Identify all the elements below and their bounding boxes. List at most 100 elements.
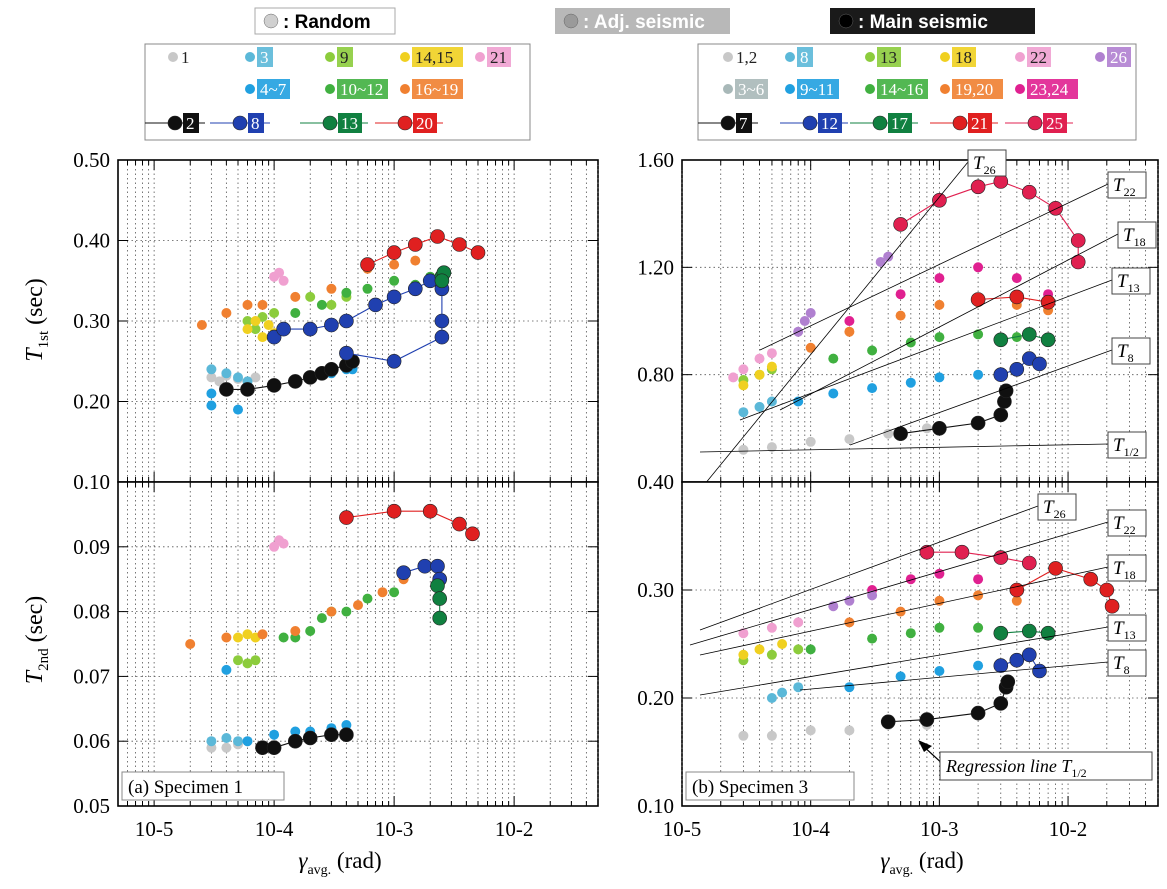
legend-label: 9~11 (800, 80, 834, 99)
legend-marker (245, 84, 255, 94)
y-tick-label: 0.20 (637, 686, 674, 710)
plot-a-top: 0.10 0.20 0.30 0.40 0.50 (73, 148, 599, 494)
y-tick-label: 0.06 (73, 729, 110, 753)
data-point (219, 382, 234, 397)
data-point (242, 324, 253, 335)
data-point (973, 329, 984, 340)
legend-key-swatch (563, 13, 579, 29)
legend-label: 14,15 (415, 48, 453, 67)
data-point (233, 404, 243, 415)
legend-label-bg (1043, 113, 1067, 133)
data-point (242, 299, 253, 310)
series-13 (434, 265, 452, 289)
data-point (973, 369, 984, 380)
data-point (417, 558, 433, 574)
data-point (973, 660, 984, 671)
series-17 (993, 623, 1056, 641)
data-point (242, 316, 253, 326)
regression-line (699, 566, 1109, 656)
data-point (934, 332, 945, 343)
regression-label-sub: 13 (1128, 281, 1140, 295)
data-point (993, 550, 1009, 565)
x-axis-title-main: γ (880, 848, 890, 873)
legend-label: 13 (341, 114, 358, 133)
data-point (844, 725, 855, 736)
data-point (196, 320, 207, 330)
data-point (302, 321, 318, 337)
data-point (1070, 233, 1086, 248)
data-point (278, 275, 289, 286)
data-point (766, 622, 777, 633)
regression-label-box (967, 149, 1007, 177)
legend-marker (952, 115, 968, 131)
data-point (1009, 652, 1025, 668)
data-point (1009, 361, 1025, 377)
legend-label: 19,20 (955, 80, 993, 99)
data-point (919, 544, 935, 560)
data-point (766, 361, 777, 372)
data-point (738, 407, 749, 418)
data-point (1048, 561, 1063, 576)
data-point (993, 174, 1009, 189)
legend-marker (1015, 52, 1025, 62)
series-22 (728, 348, 777, 383)
series-1-2 (738, 423, 932, 455)
data-point (326, 283, 337, 294)
legend-marker (167, 115, 183, 131)
y-tick-label: 0.30 (73, 309, 110, 333)
data-point (278, 538, 289, 549)
data-point (389, 587, 400, 598)
regression-label-sub: 18 (1134, 235, 1146, 249)
data-point (973, 262, 984, 273)
data-point (867, 590, 878, 601)
y-tick-label: 0.50 (73, 148, 110, 172)
legend-marker (1015, 84, 1025, 94)
legend-marker (865, 84, 875, 94)
data-point (233, 632, 243, 643)
regression-label-sub: 26 (1054, 507, 1066, 521)
regression-label-sub: 22 (1124, 185, 1136, 199)
data-point (934, 595, 945, 606)
regression-label-main: T (1113, 175, 1125, 196)
data-point (302, 730, 318, 746)
regression-label-box (1037, 493, 1077, 521)
legend-key-label: : Adj. seismic (583, 12, 705, 33)
data-point (221, 368, 232, 379)
data-point (738, 649, 749, 660)
data-point (828, 388, 839, 399)
data-point (368, 297, 383, 313)
data-point (233, 655, 243, 666)
series-8 (266, 273, 450, 369)
regression-label: T13 (1113, 618, 1136, 642)
legend-label-bg (1027, 79, 1078, 99)
data-point (290, 626, 301, 636)
data-point (805, 342, 816, 353)
data-point (432, 610, 448, 626)
plot-frame (681, 159, 1159, 483)
legend-label: 3~6 (738, 80, 764, 99)
data-point (1083, 571, 1098, 587)
data-point (934, 299, 945, 310)
x-axis-title-sub: avg. (889, 863, 913, 878)
data-point (432, 591, 448, 606)
data-point (875, 257, 886, 267)
regression-line (689, 521, 1109, 646)
regression-label-main: T (1117, 341, 1129, 362)
series-25 (919, 544, 1037, 571)
data-point (1032, 663, 1047, 679)
regression-line (779, 233, 1119, 411)
y-tick-label: 0.30 (637, 578, 674, 602)
data-point (434, 329, 450, 345)
data-point (470, 245, 486, 260)
x-axis-title-unit: (rad) (331, 848, 381, 873)
data-point (993, 407, 1009, 423)
legend-marker (865, 52, 875, 62)
data-point (883, 251, 894, 262)
data-point (389, 259, 400, 270)
data-point (993, 625, 1009, 641)
legend-label-bg (337, 79, 388, 99)
data-point (206, 372, 217, 383)
series-18 (738, 639, 788, 660)
data-point (793, 682, 804, 693)
data-point (766, 442, 777, 453)
